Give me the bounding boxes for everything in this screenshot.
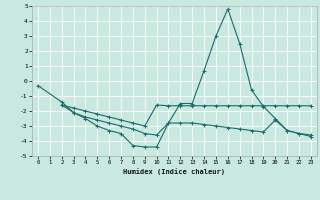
X-axis label: Humidex (Indice chaleur): Humidex (Indice chaleur) (124, 168, 225, 175)
